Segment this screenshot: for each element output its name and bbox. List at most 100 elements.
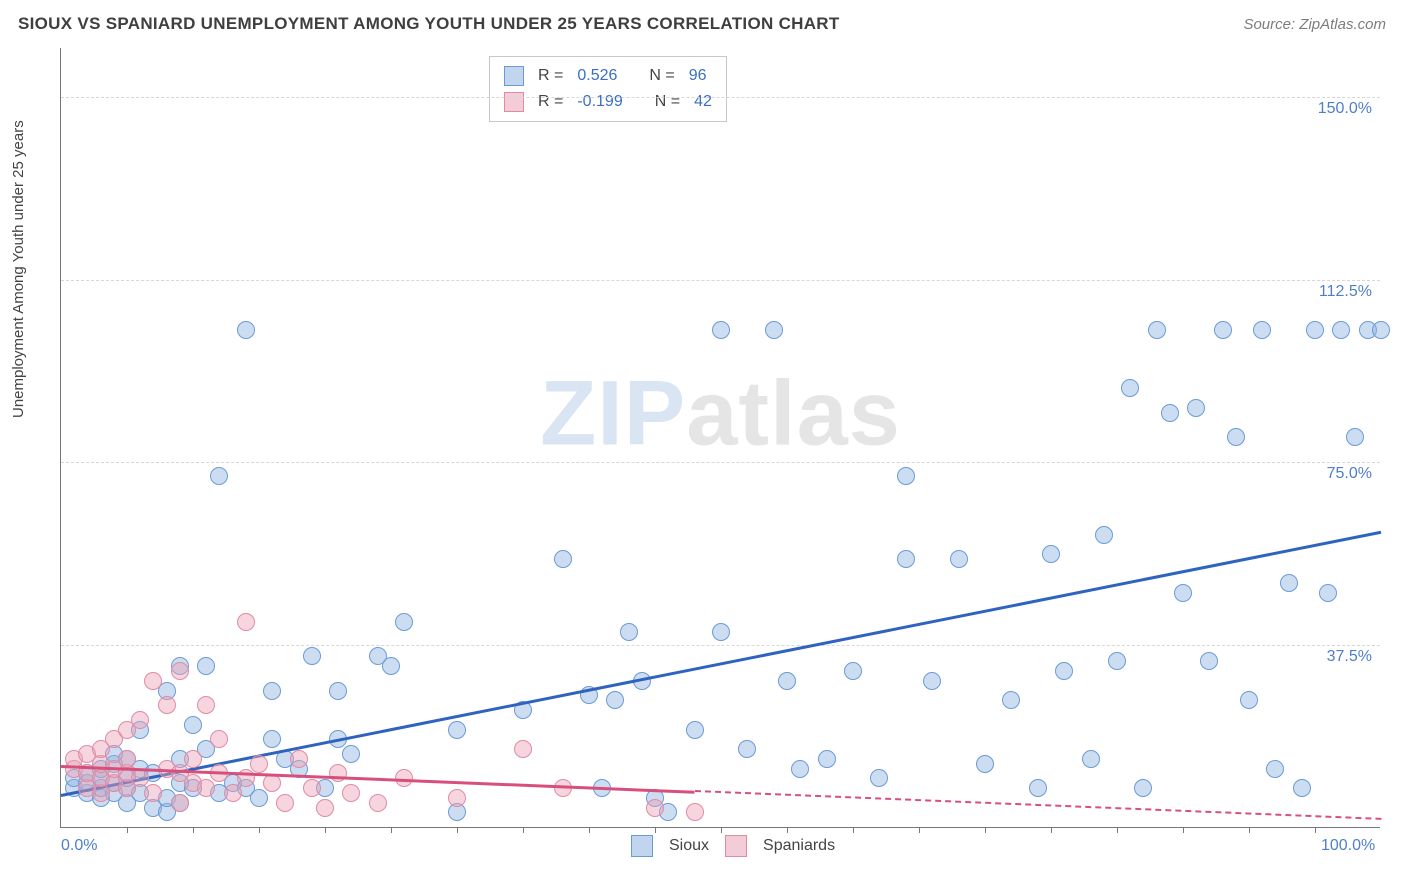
stat-r-value: 0.526 [577, 63, 617, 89]
data-point [329, 682, 347, 700]
data-point [171, 662, 189, 680]
data-point [1029, 779, 1047, 797]
stats-legend-box: R =0.526N =96R =-0.199N =42 [489, 56, 727, 122]
x-tick-mark [655, 827, 656, 833]
data-point [1332, 321, 1350, 339]
data-point [1240, 691, 1258, 709]
data-point [197, 657, 215, 675]
data-point [382, 657, 400, 675]
data-point [448, 721, 466, 739]
data-point [237, 321, 255, 339]
data-point [1306, 321, 1324, 339]
data-point [210, 467, 228, 485]
x-tick-mark [721, 827, 722, 833]
data-point [316, 799, 334, 817]
data-point [1253, 321, 1271, 339]
data-point [263, 730, 281, 748]
data-point [1346, 428, 1364, 446]
data-point [844, 662, 862, 680]
y-tick-label: 75.0% [1327, 465, 1372, 483]
data-point [818, 750, 836, 768]
data-point [1227, 428, 1245, 446]
data-point [263, 682, 281, 700]
data-point [554, 550, 572, 568]
stat-n-label: N = [649, 63, 674, 89]
data-point [686, 803, 704, 821]
data-point [1372, 321, 1390, 339]
data-point [1174, 584, 1192, 602]
data-point [765, 321, 783, 339]
data-point [1002, 691, 1020, 709]
data-point [303, 647, 321, 665]
y-tick-label: 37.5% [1327, 648, 1372, 666]
data-point [1148, 321, 1166, 339]
data-point [448, 789, 466, 807]
x-tick-mark [985, 827, 986, 833]
data-point [1042, 545, 1060, 563]
data-point [976, 755, 994, 773]
data-point [290, 750, 308, 768]
data-point [1082, 750, 1100, 768]
y-axis-label: Unemployment Among Youth under 25 years [10, 120, 27, 418]
x-tick-mark [523, 827, 524, 833]
data-point [1134, 779, 1152, 797]
x-tick-mark [325, 827, 326, 833]
legend-label: Sioux [669, 837, 709, 855]
x-tick-mark [259, 827, 260, 833]
stat-n-value: 96 [689, 63, 707, 89]
data-point [897, 550, 915, 568]
gridline [61, 280, 1380, 281]
data-point [250, 789, 268, 807]
data-point [118, 750, 136, 768]
y-tick-label: 112.5% [1319, 283, 1372, 301]
gridline [61, 97, 1380, 98]
stat-r-value: -0.199 [577, 89, 622, 115]
data-point [897, 467, 915, 485]
data-point [712, 623, 730, 641]
x-tick-mark [787, 827, 788, 833]
y-tick-label: 150.0% [1318, 100, 1372, 118]
data-point [1121, 379, 1139, 397]
gridline [61, 645, 1380, 646]
data-point [791, 760, 809, 778]
data-point [197, 696, 215, 714]
data-point [210, 730, 228, 748]
data-point [342, 745, 360, 763]
data-point [923, 672, 941, 690]
data-point [144, 672, 162, 690]
x-tick-mark [1315, 827, 1316, 833]
data-point [395, 613, 413, 631]
data-point [738, 740, 756, 758]
data-point [712, 321, 730, 339]
data-point [1319, 584, 1337, 602]
data-point [950, 550, 968, 568]
data-point [620, 623, 638, 641]
x-tick-mark [1051, 827, 1052, 833]
x-tick-mark [853, 827, 854, 833]
data-point [646, 799, 664, 817]
data-point [329, 764, 347, 782]
legend-label: Spaniards [763, 837, 835, 855]
source-attribution: Source: ZipAtlas.com [1243, 16, 1386, 33]
x-tick-mark [919, 827, 920, 833]
chart-title: SIOUX VS SPANIARD UNEMPLOYMENT AMONG YOU… [18, 14, 840, 34]
x-tick-label: 100.0% [1321, 837, 1375, 855]
data-point [1280, 574, 1298, 592]
data-point [224, 784, 242, 802]
data-point [1200, 652, 1218, 670]
watermark: ZIPatlas [540, 362, 901, 467]
data-point [237, 613, 255, 631]
data-point [1161, 404, 1179, 422]
data-point [131, 769, 149, 787]
x-tick-mark [193, 827, 194, 833]
watermark-part2: atlas [686, 363, 901, 465]
data-point [250, 755, 268, 773]
legend-swatch [631, 835, 653, 857]
data-point [197, 779, 215, 797]
data-point [1293, 779, 1311, 797]
data-point [276, 794, 294, 812]
stat-n-label: N = [655, 89, 680, 115]
data-point [342, 784, 360, 802]
legend-swatch [725, 835, 747, 857]
data-point [303, 779, 321, 797]
